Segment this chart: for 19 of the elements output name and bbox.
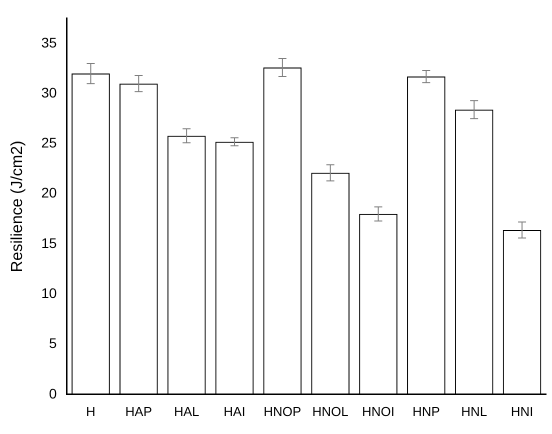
x-tick-label: HAL — [174, 404, 200, 419]
y-tick-label: 5 — [48, 335, 57, 352]
y-tick-label: 20 — [41, 184, 57, 201]
x-tick-label: HAI — [224, 404, 246, 419]
x-tick-label: HNOL — [312, 404, 348, 419]
y-tick-label: 10 — [41, 284, 57, 301]
y-tick-label: 0 — [48, 385, 57, 402]
x-tick-label: H — [86, 404, 96, 419]
x-tick-label: HNP — [412, 404, 440, 419]
x-tick-label: HNOP — [264, 404, 302, 419]
y-axis-title: Resilience (J/cm2) — [9, 140, 26, 272]
x-tick-label: HNI — [510, 404, 534, 419]
x-tick-label: HNL — [461, 404, 488, 419]
x-tick-label: HAP — [125, 404, 152, 419]
x-tick-label: HNOI — [362, 404, 395, 419]
y-tick-label: 30 — [41, 84, 57, 100]
y-tick-label: 25 — [41, 134, 57, 151]
y-tick-label: 35 — [41, 34, 57, 50]
y-tick-label: 15 — [41, 234, 57, 251]
